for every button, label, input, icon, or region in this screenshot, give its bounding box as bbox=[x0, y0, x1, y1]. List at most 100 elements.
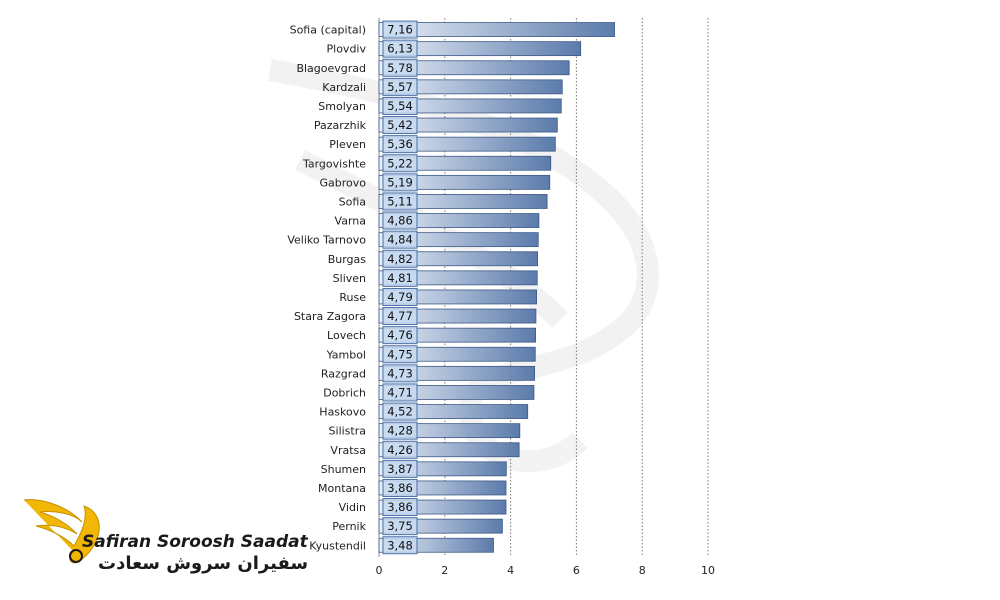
value-label: 7,16 bbox=[387, 23, 413, 37]
category-label: Pazarzhik bbox=[314, 119, 367, 132]
value-label: 4,81 bbox=[387, 271, 413, 285]
bar bbox=[378, 155, 552, 171]
category-label: Silistra bbox=[329, 425, 366, 438]
value-label: 5,54 bbox=[387, 99, 413, 113]
category-label: Stara Zagora bbox=[294, 310, 366, 323]
value-label: 4,75 bbox=[387, 347, 413, 361]
value-label: 4,73 bbox=[387, 366, 413, 380]
value-label-box bbox=[382, 192, 418, 211]
value-label: 4,86 bbox=[387, 214, 413, 228]
value-label: 3,75 bbox=[387, 519, 413, 533]
logo-wing-icon bbox=[23, 499, 100, 564]
value-label: 5,36 bbox=[387, 137, 413, 151]
bar bbox=[378, 213, 540, 228]
value-label: 5,22 bbox=[387, 156, 413, 170]
bar bbox=[378, 270, 538, 286]
category-label: Plovdiv bbox=[327, 43, 367, 56]
value-label: 3,87 bbox=[387, 462, 413, 476]
category-label: Yambol bbox=[326, 348, 366, 361]
category-label: Dobrich bbox=[323, 386, 366, 399]
category-label: Pernik bbox=[332, 520, 366, 533]
x-tick-label: 8 bbox=[639, 564, 646, 577]
value-label-box bbox=[382, 536, 418, 555]
bar bbox=[378, 251, 538, 267]
bar bbox=[378, 365, 536, 381]
value-label: 3,48 bbox=[387, 538, 413, 552]
value-label-box bbox=[382, 116, 418, 135]
value-label: 4,79 bbox=[387, 290, 413, 304]
value-label-box bbox=[382, 230, 418, 249]
value-label-box bbox=[382, 517, 418, 536]
value-label-box bbox=[382, 440, 418, 459]
bar bbox=[378, 60, 570, 76]
value-label-box bbox=[382, 173, 418, 192]
bar bbox=[378, 174, 551, 190]
category-label: Sliven bbox=[333, 272, 366, 285]
x-tick-label: 10 bbox=[701, 564, 715, 577]
category-labels: Sofia (capital) Plovdiv Blagoevgrad Kardzal… bbox=[287, 24, 366, 553]
value-label: 4,52 bbox=[387, 405, 413, 419]
value-label-box bbox=[382, 307, 418, 326]
value-label: 4,28 bbox=[387, 424, 413, 438]
value-label-box bbox=[382, 478, 418, 497]
value-label-box bbox=[382, 135, 418, 154]
x-axis-tick-labels: 0 2 4 6 8 10 bbox=[376, 564, 716, 577]
value-label-box bbox=[382, 326, 418, 345]
value-label-box bbox=[382, 154, 418, 173]
value-label-box bbox=[382, 211, 418, 230]
bar bbox=[378, 308, 537, 324]
logo-brand-english: Safiran Soroosh Saadat bbox=[82, 532, 308, 552]
category-label: Smolyan bbox=[318, 100, 366, 113]
bar bbox=[378, 385, 535, 400]
value-label-box bbox=[382, 249, 418, 268]
value-label: 5,11 bbox=[387, 194, 413, 208]
bar bbox=[378, 346, 536, 362]
value-label-box bbox=[382, 421, 418, 440]
value-label: 4,76 bbox=[387, 328, 413, 342]
category-label: Pleven bbox=[329, 138, 366, 151]
category-label: Kyustendil bbox=[309, 539, 366, 552]
category-label: Montana bbox=[318, 482, 366, 495]
value-labels: 7,16 6,13 5,78 5,57 5,54 5,42 5,36 5,22 5,19 5,11… bbox=[382, 20, 418, 555]
value-label: 5,78 bbox=[387, 61, 413, 75]
category-label: Varna bbox=[335, 215, 366, 228]
category-label: Targovishte bbox=[302, 157, 366, 170]
value-label-box bbox=[382, 402, 418, 421]
value-label-box bbox=[382, 39, 418, 58]
value-label-box bbox=[382, 268, 418, 287]
bars-group bbox=[378, 22, 615, 553]
category-label: Haskovo bbox=[319, 406, 366, 419]
value-label: 4,26 bbox=[387, 443, 413, 457]
value-label-box bbox=[382, 459, 418, 478]
value-label-box bbox=[382, 58, 418, 77]
value-label-box bbox=[382, 383, 418, 402]
x-tick-label: 4 bbox=[507, 564, 514, 577]
category-label: Lovech bbox=[327, 329, 366, 342]
value-label: 3,86 bbox=[387, 481, 413, 495]
bar bbox=[378, 232, 539, 248]
bar bbox=[378, 22, 615, 37]
x-tick-label: 2 bbox=[441, 564, 448, 577]
value-label-box bbox=[382, 498, 418, 517]
category-label: Veliko Tarnovo bbox=[287, 234, 366, 247]
value-label: 5,57 bbox=[387, 80, 413, 94]
bar bbox=[378, 327, 537, 343]
category-label: Blagoevgrad bbox=[296, 62, 366, 75]
category-label: Vratsa bbox=[330, 444, 366, 457]
category-label: Gabrovo bbox=[320, 176, 367, 189]
value-label: 3,86 bbox=[387, 500, 413, 514]
category-label: Vidin bbox=[339, 501, 366, 514]
value-label-box bbox=[382, 345, 418, 364]
bar bbox=[378, 79, 563, 95]
value-label-box bbox=[382, 364, 418, 383]
category-label: Sofia (capital) bbox=[290, 24, 366, 37]
bar bbox=[378, 41, 582, 57]
category-label: Burgas bbox=[328, 253, 367, 266]
x-tick-label: 6 bbox=[573, 564, 580, 577]
value-label-box bbox=[382, 77, 418, 96]
logo-brand-persian: سفیران سروش سعادت bbox=[98, 553, 309, 574]
category-label: Ruse bbox=[339, 291, 366, 304]
value-label: 4,84 bbox=[387, 233, 413, 247]
value-label: 5,19 bbox=[387, 175, 413, 189]
